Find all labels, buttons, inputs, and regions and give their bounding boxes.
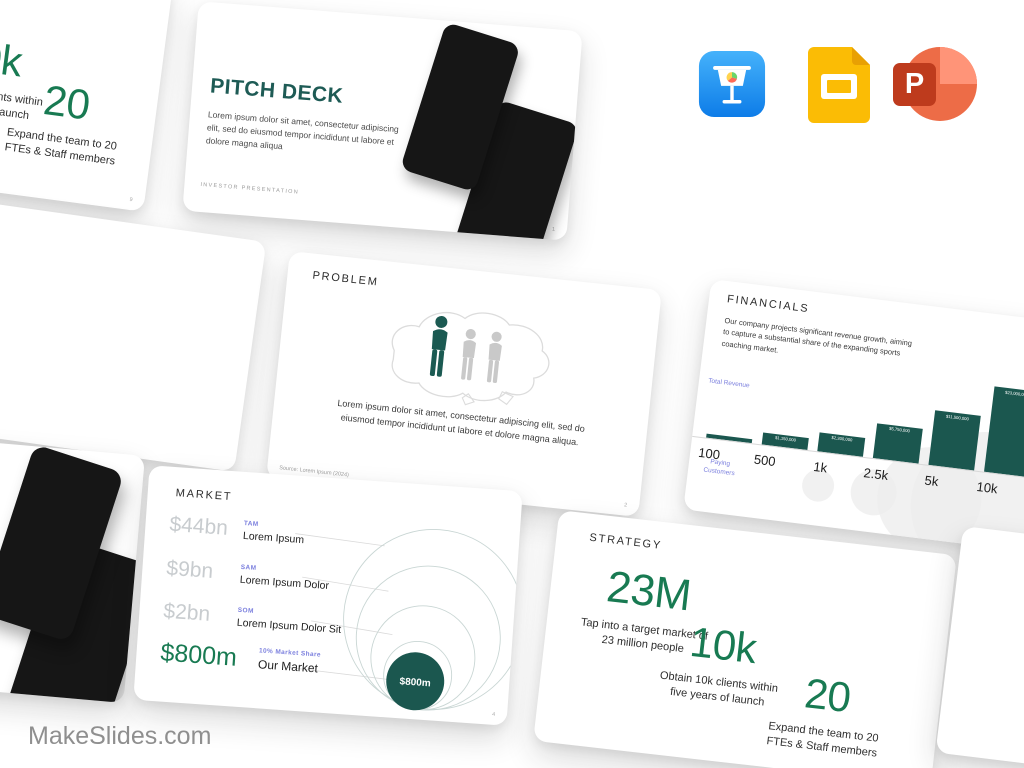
cover-title: PITCH DECK xyxy=(209,74,345,108)
google-slides-icon[interactable] xyxy=(808,47,870,123)
market-value: $2bn xyxy=(162,599,211,626)
market-tag: TAM xyxy=(243,519,259,528)
page-number: 1 xyxy=(551,226,556,233)
slide-cover-partial xyxy=(0,421,146,703)
slide-strategy: STRATEGY 23M Tap into a target market of… xyxy=(533,510,957,768)
bar-2.5k: $5,750,000 xyxy=(872,423,923,464)
x-tick-label: 1k xyxy=(812,458,829,476)
gslides-frame xyxy=(821,74,857,99)
person-icon-highlight xyxy=(423,314,454,385)
x-tick-label: 100 xyxy=(697,444,721,463)
x-tick-label: 500 xyxy=(753,451,777,470)
market-value: $44bn xyxy=(168,512,229,540)
person-icon-gray xyxy=(455,327,482,388)
bar-value-label: $23,000,000 xyxy=(1004,389,1024,398)
slide-cover: PITCH DECK Lorem ipsum dolor sit amet, c… xyxy=(182,1,583,241)
page-number: 9 xyxy=(129,196,133,204)
bar-value-label: $1,150,000 xyxy=(774,435,797,443)
page-number: 4 xyxy=(491,711,496,718)
slide-market: $800m MARKET $44bn TAM Lorem Ipsum $9bn … xyxy=(133,465,523,726)
bar-5k: $11,500,000 xyxy=(928,410,981,471)
market-value: $800m xyxy=(159,638,238,672)
cover-footer: INVESTOR PRESENTATION xyxy=(200,181,300,196)
stat-caption: Expand the team to 20 FTEs & Staff membe… xyxy=(765,720,880,760)
bar-value-label: $11,500,000 xyxy=(945,413,970,421)
slide-financials: FINANCIALS Our company projects signific… xyxy=(683,279,1024,553)
slide-problem: PROBLEM xyxy=(266,251,662,517)
slide-title: STRATEGY xyxy=(588,531,663,552)
region-map-outline xyxy=(391,311,550,406)
market-circles-diagram: $800m xyxy=(287,528,523,711)
person-icon-gray xyxy=(481,330,508,391)
ppt-letter-tile: P xyxy=(893,63,936,106)
powerpoint-icon[interactable]: P xyxy=(893,42,977,126)
stat-value: 20 xyxy=(41,76,93,129)
market-value: $9bn xyxy=(165,556,214,583)
bar-value-label: $5,750,000 xyxy=(888,426,911,434)
bar-value-label: $2,300,000 xyxy=(831,434,853,443)
market-tag: 10% Market Share xyxy=(258,647,322,659)
slide-title: PROBLEM xyxy=(311,269,380,289)
stat-caption: Expand the team to 20 FTEs & Staff membe… xyxy=(4,126,118,168)
strategy-stat-team: 20 Expand the team to 20 FTEs & Staff me… xyxy=(729,661,922,765)
market-label: Our Market xyxy=(257,657,319,676)
keynote-icon[interactable] xyxy=(698,50,766,118)
site-watermark[interactable]: MakeSlides.com xyxy=(28,722,212,750)
slide-financials-copy xyxy=(0,192,267,472)
strategy-stat-team: 20 Expand the team to 20 FTEs & Staff me… xyxy=(0,69,149,173)
stat-value: 20 xyxy=(802,669,854,722)
ppt-letter: P xyxy=(904,68,925,100)
page-number: 2 xyxy=(623,502,628,509)
revenue-bar-chart: 100 $1,150,000 500 $2,300,000 1k $5,750,000 2.… xyxy=(683,309,1024,553)
cover-body: Lorem ipsum dolor sit amet, consectetur … xyxy=(205,109,400,151)
bar-10k: $23,000,000 xyxy=(984,386,1024,478)
market-bubble-label: $800m xyxy=(399,676,431,689)
slide-strategy-partial: 10k Obtain 10k clients within five years… xyxy=(0,0,174,212)
